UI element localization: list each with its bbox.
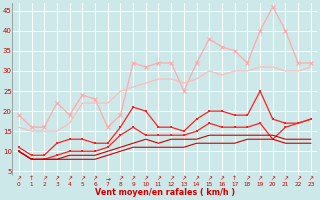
X-axis label: Vent moyen/en rafales ( km/h ): Vent moyen/en rafales ( km/h ) bbox=[95, 188, 235, 197]
